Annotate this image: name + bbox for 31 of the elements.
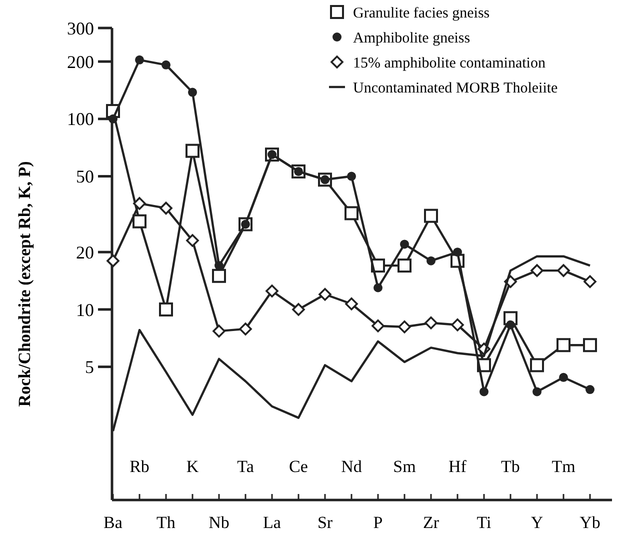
x-tick-label: Nb (208, 513, 230, 532)
y-tick-label: 100 (67, 109, 94, 130)
x-tick-label: P (373, 513, 383, 532)
legend-label: Amphibolite gneiss (353, 30, 470, 46)
x-tick-label: Rb (130, 457, 150, 476)
x-tick-label: Th (156, 513, 176, 532)
y-tick-label: 300 (67, 18, 94, 38)
x-tick-label: Nd (341, 457, 362, 476)
y-tick-label: 20 (76, 242, 94, 262)
x-tick-label: Ce (289, 457, 308, 476)
x-tick-label: Hf (448, 457, 467, 476)
x-tick-label: La (263, 513, 282, 532)
x-tick-label: Zr (422, 513, 440, 532)
x-tick-label: Ta (237, 457, 254, 476)
x-tick-label: Ti (476, 513, 492, 532)
y-tick-label: 10 (76, 300, 94, 320)
x-tick-label: Yb (580, 513, 600, 532)
x-tick-label: Tb (501, 457, 520, 476)
legend-label: 15% amphibolite contamination (353, 55, 546, 72)
y-tick-label: 5 (85, 357, 94, 378)
x-tick-label: Ba (104, 513, 123, 532)
y-axis-title: Rock/Chondrite (except Rb, K, P) (15, 161, 34, 407)
x-tick-label: K (186, 457, 200, 476)
y-tick-label: 50 (76, 166, 94, 187)
x-tick-label: Sr (317, 513, 333, 532)
y-tick-label: 200 (67, 52, 94, 72)
x-tick-label: Tm (552, 457, 576, 476)
x-tick-label: Sm (393, 457, 416, 476)
x-tick-label: Y (530, 513, 544, 532)
legend-label: Granulite facies gneiss (353, 5, 490, 22)
legend-label: Uncontaminated MORB Tholeiite (353, 80, 558, 96)
